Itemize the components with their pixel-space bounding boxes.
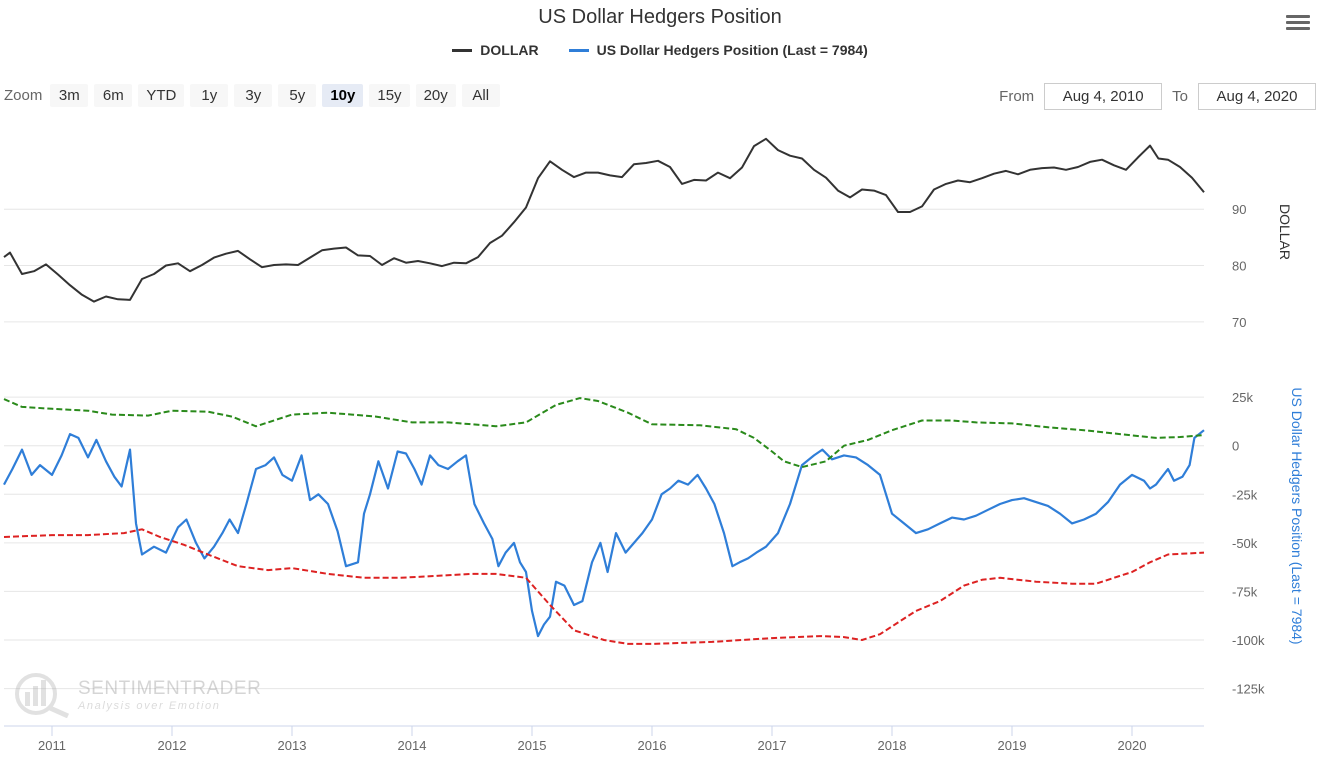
- x-tick-label: 2020: [1118, 738, 1147, 753]
- watermark-tagline: Analysis over Emotion: [78, 700, 221, 712]
- zoom-bar: Zoom 3m 6m YTD 1y 3y 5y 10y 15y 20y All: [4, 84, 500, 107]
- legend-item-hedgers[interactable]: US Dollar Hedgers Position (Last = 7984): [568, 42, 868, 58]
- zoom-button-15y[interactable]: 15y: [369, 84, 410, 107]
- watermark-logo-icon: [15, 673, 70, 718]
- series-line-dollar-0: [3, 137, 1205, 303]
- y-tick-label-hedgers: -50k: [1232, 536, 1258, 551]
- y-tick-label-hedgers: -125k: [1232, 682, 1265, 697]
- x-tick-label: 2013: [278, 738, 307, 753]
- legend: DOLLAR US Dollar Hedgers Position (Last …: [0, 42, 1320, 58]
- y-axis-title-dollar: DOLLAR: [1277, 204, 1293, 260]
- x-tick-label: 2018: [878, 738, 907, 753]
- zoom-button-6m[interactable]: 6m: [94, 84, 133, 107]
- x-tick-label: 2014: [398, 738, 427, 753]
- watermark-brand: SENTIMENTRADER: [78, 678, 262, 699]
- y-tick-label-dollar: 80: [1232, 259, 1246, 274]
- y-tick-label-hedgers: 0: [1232, 439, 1239, 454]
- x-tick-label: 2017: [758, 738, 787, 753]
- legend-swatch-hedgers: [568, 48, 589, 52]
- x-tick-label: 2011: [38, 738, 66, 753]
- from-label: From: [999, 88, 1035, 105]
- zoom-button-3m[interactable]: 3m: [50, 84, 89, 107]
- legend-label-dollar: DOLLAR: [480, 42, 539, 58]
- zoom-button-20y[interactable]: 20y: [415, 84, 456, 107]
- to-date-input[interactable]: Aug 4, 2020: [1198, 83, 1316, 110]
- y-tick-label-dollar: 90: [1232, 202, 1246, 217]
- y-tick-label-hedgers: -100k: [1232, 633, 1265, 648]
- zoom-button-1y[interactable]: 1y: [190, 84, 229, 107]
- zoom-button-all[interactable]: All: [461, 84, 500, 107]
- hamburger-menu-icon[interactable]: [1286, 12, 1310, 34]
- series-line-hedgers-0: [3, 429, 1205, 638]
- series-line-hedgers-1: [3, 397, 1205, 469]
- from-date-input[interactable]: Aug 4, 2010: [1044, 83, 1163, 110]
- y-tick-label-hedgers: -25k: [1232, 487, 1258, 502]
- legend-label-hedgers: US Dollar Hedgers Position (Last = 7984): [596, 42, 868, 58]
- zoom-button-3y[interactable]: 3y: [234, 84, 273, 107]
- x-tick-label: 2019: [998, 738, 1027, 753]
- series-line-hedgers-2: [3, 528, 1205, 645]
- watermark: SENTIMENTRADER Analysis over Emotion: [12, 672, 261, 718]
- zoom-button-ytd[interactable]: YTD: [138, 84, 185, 107]
- y-tick-label-hedgers: -75k: [1232, 584, 1258, 599]
- x-tick-label: 2012: [158, 738, 187, 753]
- x-tick-label: 2015: [518, 738, 547, 753]
- zoom-button-10y[interactable]: 10y: [322, 84, 364, 107]
- x-tick-label: 2016: [638, 738, 667, 753]
- chart-title: US Dollar Hedgers Position: [538, 6, 782, 28]
- y-axis-title-hedgers: US Dollar Hedgers Position (Last = 7984): [1289, 387, 1305, 644]
- date-range: From Aug 4, 2010 To Aug 4, 2020: [999, 83, 1316, 110]
- y-tick-label-dollar: 70: [1232, 315, 1246, 330]
- to-label: To: [1172, 88, 1188, 105]
- y-tick-label-hedgers: 25k: [1232, 390, 1253, 405]
- legend-swatch-dollar: [452, 48, 473, 52]
- zoom-button-5y[interactable]: 5y: [278, 84, 317, 107]
- zoom-label: Zoom: [4, 87, 43, 104]
- legend-item-dollar[interactable]: DOLLAR: [452, 42, 539, 58]
